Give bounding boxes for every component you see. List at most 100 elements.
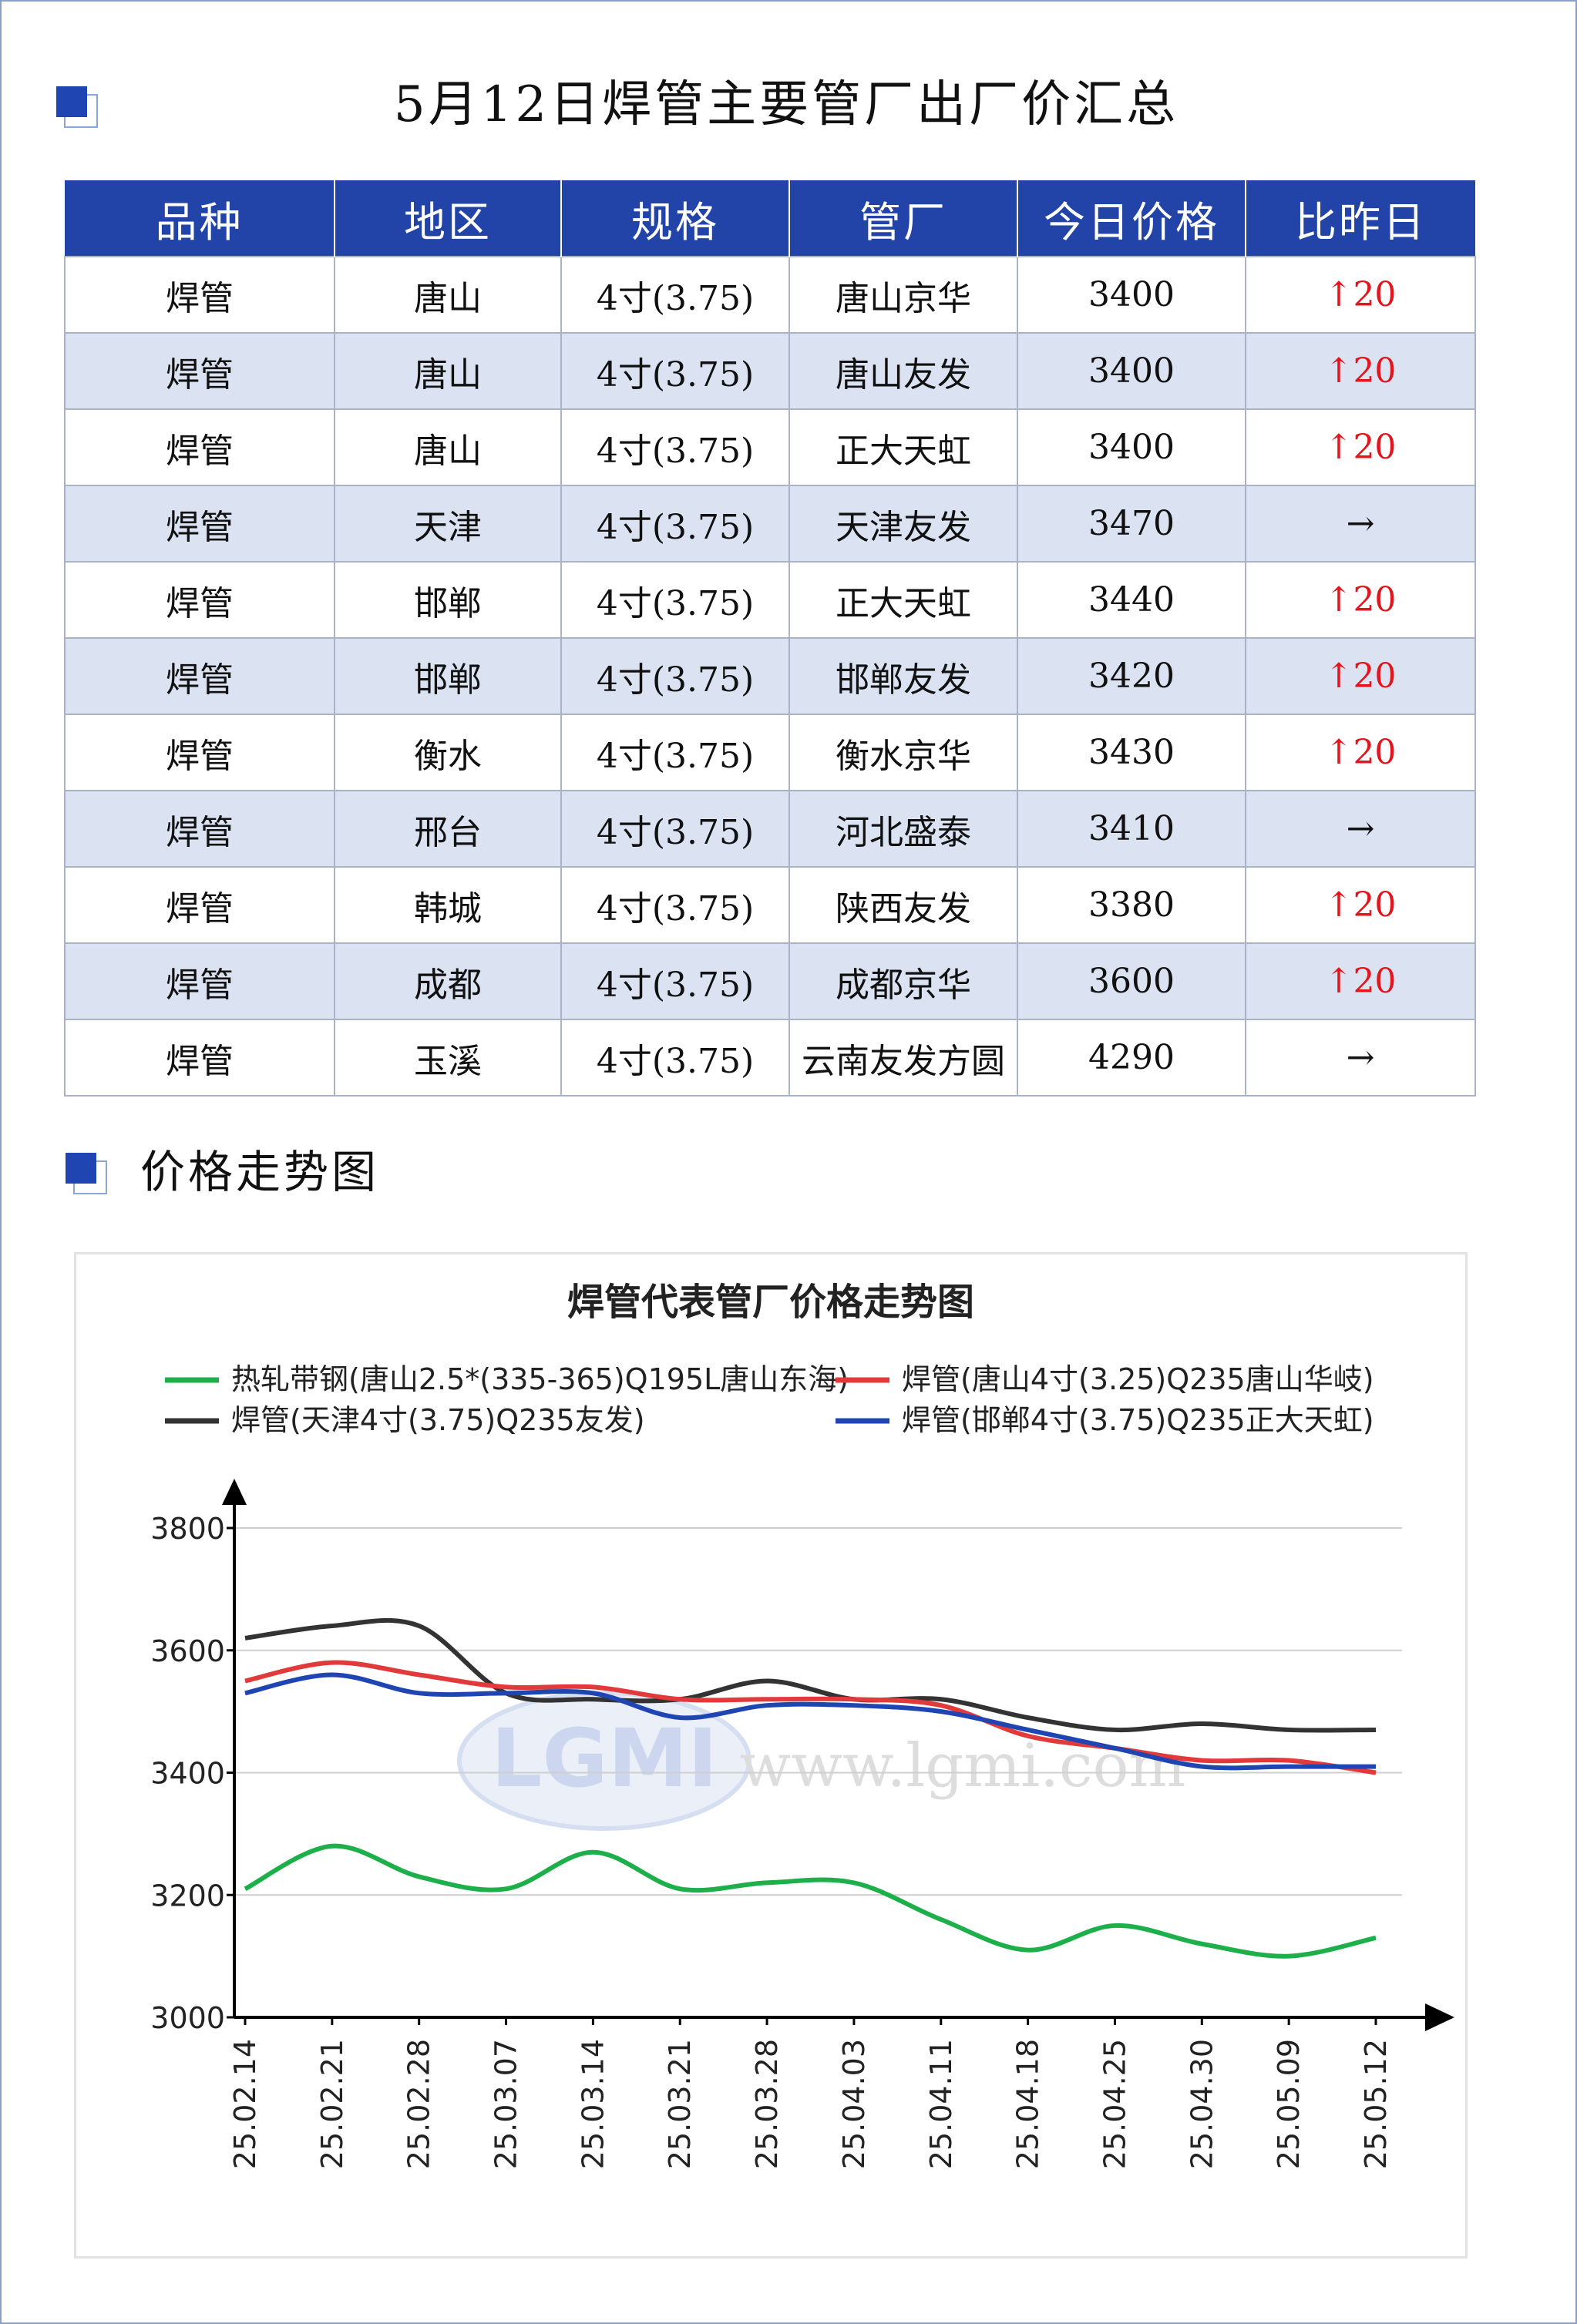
- table-cell-product: 焊管: [64, 790, 335, 868]
- y-tick-label: 3000: [150, 2001, 225, 2035]
- table-cell-product: 焊管: [64, 942, 335, 1020]
- table-cell-price: 3600: [1017, 942, 1246, 1020]
- change-value: 20: [1353, 657, 1397, 696]
- table-cell-price: 3400: [1017, 332, 1246, 410]
- price-trend-chart: 焊管代表管厂价格走势图 热轧带钢(唐山2.5*(335-365)Q195L唐山东…: [74, 1252, 1468, 2259]
- table-cell-mill: 天津友发: [788, 485, 1018, 563]
- table-cell-region: 唐山: [334, 408, 562, 486]
- table-cell-mill: 云南友发方圆: [788, 1019, 1018, 1097]
- table-cell-price: 4290: [1017, 1019, 1246, 1097]
- change-value: 20: [1353, 351, 1397, 391]
- table-cell-price: 3410: [1017, 790, 1246, 868]
- table-row: 焊管 邯郸 4寸(3.75) 正大天虹 3440 ↑20: [64, 561, 1476, 639]
- change-value: 20: [1353, 275, 1397, 314]
- table-cell-price: 3380: [1017, 866, 1246, 944]
- table-cell-change: ↑20: [1245, 561, 1476, 639]
- table-cell-spec: 4寸(3.75): [560, 637, 790, 715]
- table-cell-region: 成都: [334, 942, 562, 1020]
- table-cell-spec: 4寸(3.75): [560, 790, 790, 868]
- table-cell-mill: 衡水京华: [788, 714, 1018, 791]
- x-tick-label: 25.04.18: [1011, 2039, 1045, 2169]
- table-cell-product: 焊管: [64, 866, 335, 944]
- change-value: 20: [1353, 580, 1397, 620]
- legend-label: 焊管(邯郸4寸(3.75)Q235正大天虹): [902, 1403, 1374, 1437]
- table-cell-product: 焊管: [64, 561, 335, 639]
- table-cell-spec: 4寸(3.75): [560, 942, 790, 1020]
- table-cell-product: 焊管: [64, 1019, 335, 1097]
- table-cell-spec: 4寸(3.75): [560, 561, 790, 639]
- table-cell-region: 天津: [334, 485, 562, 563]
- watermark-logo-text: LGMI: [491, 1711, 718, 1805]
- watermark: LGMI www.lgmi.com: [457, 1691, 1186, 1831]
- table-cell-product: 焊管: [64, 485, 335, 563]
- column-header: 规格: [561, 180, 790, 257]
- table-cell-spec: 4寸(3.75): [560, 332, 790, 410]
- table-row: 焊管 天津 4寸(3.75) 天津友发 3470 →: [64, 485, 1476, 563]
- arrow-right-icon: →: [1346, 1038, 1375, 1077]
- table-cell-spec: 4寸(3.75): [560, 866, 790, 944]
- y-tick-label: 3400: [150, 1757, 225, 1791]
- table-cell-change: ↑20: [1245, 332, 1476, 410]
- arrow-up-icon: ↑: [1324, 275, 1353, 314]
- change-value: 20: [1353, 885, 1397, 925]
- chart-axes: 3000 3200 3400 3600 3800 25.02.14 25.02.21 25.0…: [150, 1479, 1454, 2169]
- table-cell-change: ↑20: [1245, 637, 1476, 715]
- legend-label: 焊管(天津4寸(3.75)Q235友发): [231, 1403, 645, 1437]
- x-tick-label: 25.02.14: [228, 2039, 262, 2169]
- table-cell-spec: 4寸(3.75): [560, 408, 790, 486]
- table-cell-region: 玉溪: [334, 1019, 562, 1097]
- table-cell-price: 3440: [1017, 561, 1246, 639]
- section-title: 价格走势图: [140, 1146, 380, 1198]
- table-cell-product: 焊管: [64, 408, 335, 486]
- table-row: 焊管 邢台 4寸(3.75) 河北盛泰 3410 →: [64, 790, 1476, 868]
- table-row: 焊管 唐山 4寸(3.75) 正大天虹 3400 ↑20: [64, 408, 1476, 486]
- x-tick-label: 25.05.09: [1272, 2039, 1306, 2169]
- table-row: 焊管 韩城 4寸(3.75) 陕西友发 3380 ↑20: [64, 866, 1476, 944]
- table-row: 焊管 邯郸 4寸(3.75) 邯郸友发 3420 ↑20: [64, 637, 1476, 715]
- table-cell-change: ↑20: [1245, 866, 1476, 944]
- x-tick-label: 25.03.14: [576, 2039, 610, 2169]
- legend-label: 热轧带钢(唐山2.5*(335-365)Q195L唐山东海): [231, 1362, 849, 1396]
- table-cell-mill: 成都京华: [788, 942, 1018, 1020]
- x-tick-label: 25.04.30: [1185, 2039, 1219, 2169]
- section-marker-icon: [66, 1153, 107, 1194]
- table-cell-spec: 4寸(3.75): [560, 256, 790, 334]
- table-cell-price: 3420: [1017, 637, 1246, 715]
- column-header: 比昨日: [1246, 180, 1475, 257]
- change-value: 20: [1353, 733, 1397, 772]
- chart-svg: 焊管代表管厂价格走势图 热轧带钢(唐山2.5*(335-365)Q195L唐山东…: [150, 1281, 1454, 2169]
- arrow-right-icon: →: [1346, 504, 1375, 543]
- table-cell-change: ↑20: [1245, 408, 1476, 486]
- y-tick-label: 3200: [150, 1879, 225, 1913]
- table-cell-spec: 4寸(3.75): [560, 1019, 790, 1097]
- table-row: 焊管 唐山 4寸(3.75) 唐山京华 3400 ↑20: [64, 256, 1476, 334]
- table-cell-change: ↑20: [1245, 942, 1476, 1020]
- table-cell-mill: 唐山友发: [788, 332, 1018, 410]
- table-row: 焊管 唐山 4寸(3.75) 唐山友发 3400 ↑20: [64, 332, 1476, 410]
- table-cell-mill: 正大天虹: [788, 561, 1018, 639]
- table-cell-region: 韩城: [334, 866, 562, 944]
- column-header: 今日价格: [1017, 180, 1246, 257]
- table-row: 焊管 成都 4寸(3.75) 成都京华 3600 ↑20: [64, 942, 1476, 1020]
- chart-grid: [234, 1527, 1402, 1896]
- table-cell-change: →: [1245, 1019, 1476, 1097]
- table-cell-region: 邯郸: [334, 561, 562, 639]
- arrow-up-icon: ↑: [1324, 428, 1353, 467]
- table-cell-mill: 唐山京华: [788, 256, 1018, 334]
- table-cell-price: 3400: [1017, 256, 1246, 334]
- series-line: [244, 1672, 1376, 1771]
- series-line: [244, 1617, 1377, 1733]
- table-cell-change: ↑20: [1245, 714, 1476, 791]
- table-cell-change: ↑20: [1245, 256, 1476, 334]
- table-cell-spec: 4寸(3.75): [560, 714, 790, 791]
- arrow-up-icon: ↑: [1324, 351, 1353, 391]
- table-cell-change: →: [1245, 790, 1476, 868]
- table-cell-mill: 正大天虹: [788, 408, 1018, 486]
- chart-legend: 热轧带钢(唐山2.5*(335-365)Q195L唐山东海) 焊管(唐山4寸(3.…: [165, 1362, 1374, 1437]
- legend-label: 焊管(唐山4寸(3.25)Q235唐山华岐): [902, 1362, 1374, 1396]
- arrow-up-icon: ↑: [1324, 657, 1353, 696]
- y-axis-arrow-icon: [222, 1479, 247, 1505]
- x-tick-label: 25.05.12: [1359, 2039, 1393, 2169]
- y-tick-label: 3800: [150, 1512, 225, 1546]
